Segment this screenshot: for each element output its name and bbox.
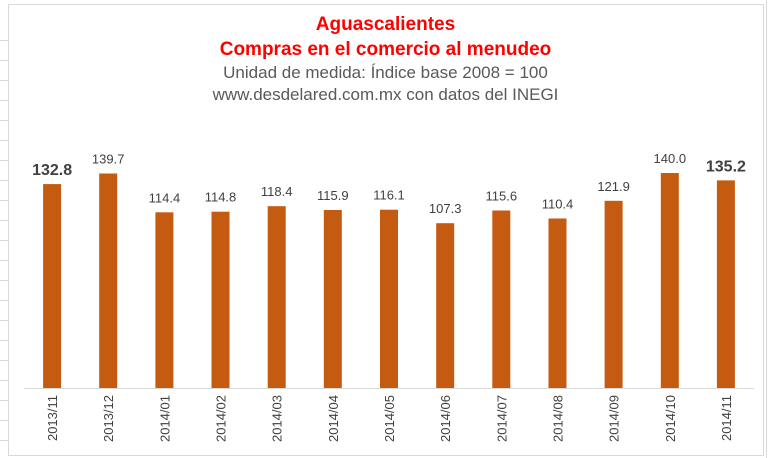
bar-2013-11[interactable] <box>43 184 62 388</box>
x-tick-label: 2014/08 <box>551 395 566 442</box>
bar-2014-01[interactable] <box>155 212 174 388</box>
bar-2014-04[interactable] <box>323 210 342 388</box>
bar-2014-03[interactable] <box>267 206 286 388</box>
sheet-right-gridline <box>766 0 767 458</box>
chart-title-block: Aguascalientes Compras en el comercio al… <box>0 12 771 106</box>
x-tick-label: 2014/03 <box>270 395 285 442</box>
x-tick-label: 2014/04 <box>326 395 341 442</box>
x-tick-label: 2014/05 <box>382 395 397 442</box>
data-label: 118.4 <box>261 184 293 199</box>
x-tick-label: 2014/11 <box>719 395 734 441</box>
x-tick-label: 2014/10 <box>663 395 678 442</box>
data-label: 121.9 <box>597 179 630 194</box>
bar-2014-11[interactable] <box>716 180 735 388</box>
x-tick-label: 2014/06 <box>438 395 453 442</box>
bar-2014-02[interactable] <box>211 211 230 388</box>
bar-2014-08[interactable] <box>548 218 567 389</box>
x-tick-label: 2014/09 <box>607 395 622 442</box>
bar-2014-09[interactable] <box>604 200 623 388</box>
bar-2014-06[interactable] <box>436 223 455 388</box>
x-tick-label: 2013/12 <box>101 395 116 442</box>
bar-2013-12[interactable] <box>99 173 118 389</box>
data-label: 116.1 <box>373 188 405 203</box>
data-label: 115.9 <box>317 188 349 203</box>
data-label: 107.3 <box>429 201 462 216</box>
chart-source-note: www.desdelared.com.mx con datos del INEG… <box>212 85 559 104</box>
data-label: 114.8 <box>205 190 237 205</box>
x-tick-label: 2014/07 <box>494 395 509 442</box>
data-label: 132.8 <box>32 162 72 179</box>
data-label: 114.4 <box>149 190 181 205</box>
sheet-grid-edge <box>0 0 8 458</box>
data-label: 135.2 <box>706 158 746 175</box>
data-label: 110.4 <box>542 197 574 212</box>
data-label: 115.6 <box>486 189 518 204</box>
bar-2014-10[interactable] <box>660 173 679 388</box>
x-tick-label: 2014/02 <box>214 395 229 442</box>
x-tick-label: 2014/01 <box>157 395 172 442</box>
bar-2014-07[interactable] <box>492 210 511 389</box>
chart-units-note: Unidad de medida: Índice base 2008 = 100 <box>223 63 548 82</box>
bar-2014-05[interactable] <box>380 209 398 388</box>
data-label: 140.0 <box>654 151 687 166</box>
x-tick-label: 2013/11 <box>45 395 60 441</box>
chart-subtitle: Compras en el comercio al menudeo <box>219 39 552 60</box>
chart-title: Aguascalientes <box>315 14 456 35</box>
data-label: 139.7 <box>92 152 125 167</box>
